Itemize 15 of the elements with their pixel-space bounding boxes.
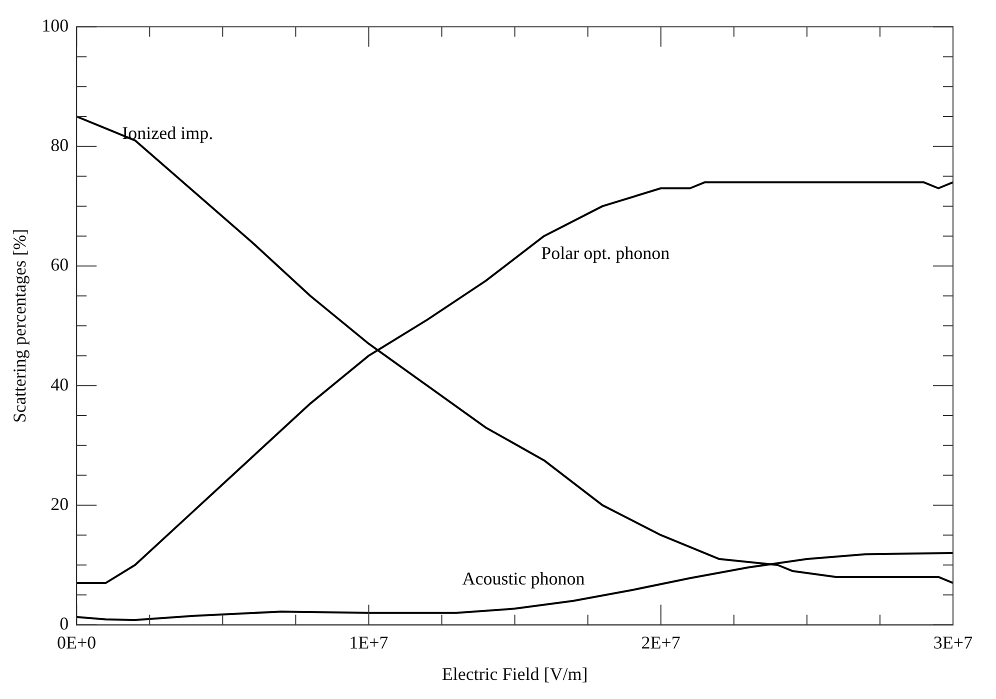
y-tick-label: 20	[50, 494, 69, 514]
x-tick-label: 2E+7	[641, 632, 680, 652]
x-tick-label: 3E+7	[933, 632, 973, 652]
series-label: Acoustic phonon	[462, 568, 585, 589]
y-tick-label: 80	[50, 135, 69, 156]
y-tick-label: 60	[50, 254, 69, 275]
x-tick-label: 0E+0	[57, 632, 96, 652]
y-tick-label: 40	[50, 374, 69, 394]
x-tick-label: 1E+7	[349, 632, 388, 652]
y-tick-label: 100	[42, 16, 69, 36]
series-label: Ionized imp.	[122, 123, 214, 144]
x-axis-title: Electric Field [V/m]	[442, 664, 588, 684]
y-tick-label: 0	[60, 614, 69, 634]
y-axis-title: Scattering percentages [%]	[10, 228, 30, 423]
series-label: Polar opt. phonon	[541, 242, 670, 263]
